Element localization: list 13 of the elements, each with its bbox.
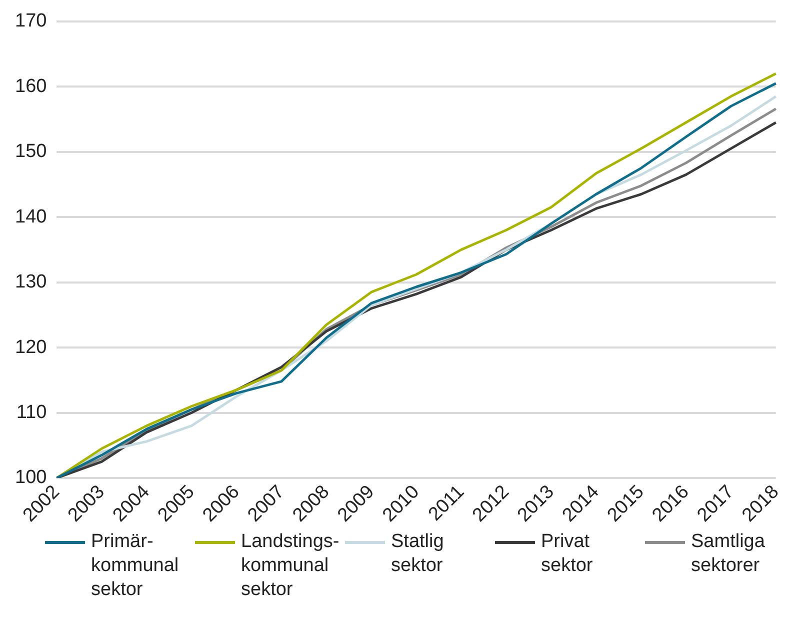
- y-tick-label: 170: [15, 10, 47, 32]
- legend-label: Statlig sektor: [391, 530, 445, 578]
- legend-label: Primär- kommunal sektor: [91, 530, 180, 602]
- legend-label: Samtliga sektorer: [691, 530, 766, 578]
- y-tick-label: 110: [16, 402, 47, 423]
- y-tick-label: 160: [15, 76, 47, 97]
- y-tick-label: 120: [15, 336, 47, 358]
- legend-label: Privat sektor: [541, 530, 594, 578]
- y-tick-label: 150: [15, 141, 47, 162]
- y-tick-label: 140: [15, 206, 47, 228]
- legend-label: Landstings- kommunal sektor: [241, 530, 340, 602]
- y-tick-label: 130: [15, 272, 47, 293]
- y-tick-label: 100: [15, 467, 47, 488]
